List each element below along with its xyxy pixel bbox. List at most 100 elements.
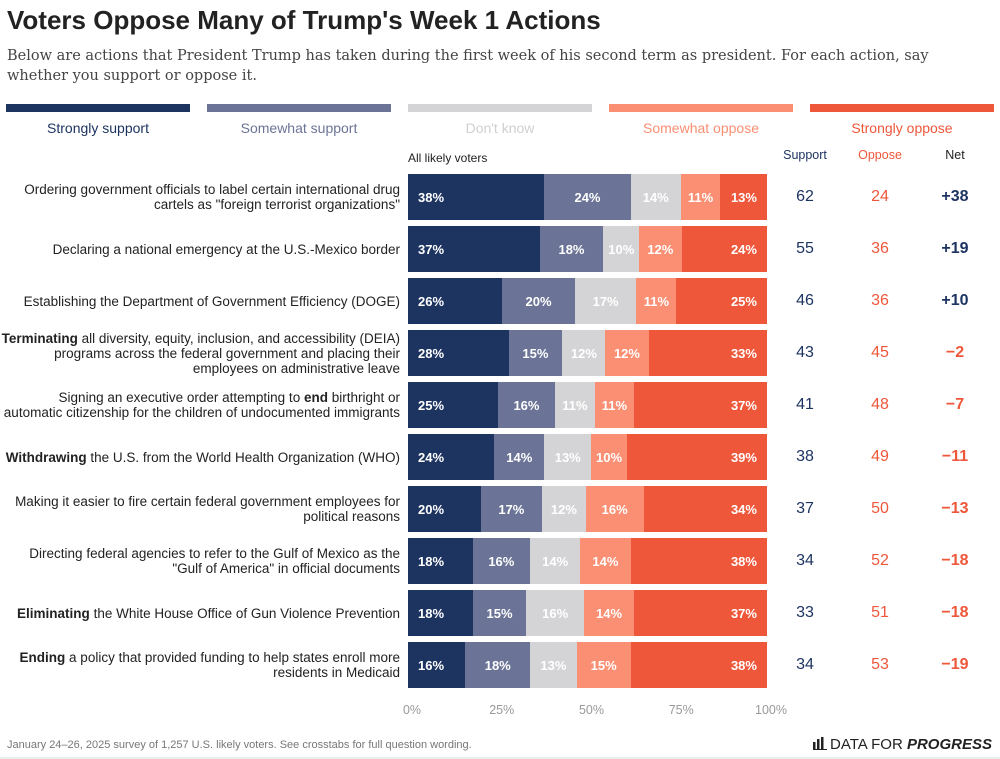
row-label-text: Directing federal agencies to refer to t… bbox=[0, 546, 400, 576]
row-label: Ending a policy that provided funding to… bbox=[0, 642, 400, 688]
row-label: Withdrawing the U.S. from the World Heal… bbox=[0, 434, 400, 480]
oppose-value: 48 bbox=[871, 396, 889, 413]
row-label-bold: Eliminating bbox=[17, 605, 90, 621]
legend-item: Strongly oppose bbox=[810, 104, 994, 136]
chart-subtitle: Below are actions that President Trump h… bbox=[7, 48, 929, 84]
support-value: 34 bbox=[796, 656, 814, 673]
bar-segment-somewhat-support: 24% bbox=[544, 174, 631, 220]
support-value: 37 bbox=[796, 500, 814, 517]
x-tick-label: 0% bbox=[402, 703, 422, 717]
net-column-header: Net bbox=[945, 148, 965, 162]
row-label-bold: end bbox=[303, 390, 328, 405]
row-label-part: Directing federal agencies to refer to t… bbox=[29, 546, 400, 576]
bar-segment-strongly-oppose: 25% bbox=[676, 278, 767, 324]
bar-segment-strongly-oppose: 24% bbox=[681, 226, 767, 272]
net-value: −13 bbox=[941, 500, 969, 517]
row-label-text: Withdrawing the U.S. from the World Heal… bbox=[6, 450, 400, 465]
oppose-value: 24 bbox=[871, 188, 889, 205]
row-label-part: the U.S. from the World Health Organizat… bbox=[86, 449, 400, 465]
legend-swatch bbox=[6, 104, 190, 112]
support-value: 34 bbox=[796, 552, 814, 569]
bar-segment-strongly-support: 20% bbox=[408, 486, 481, 532]
bar-segment-somewhat-support: 15% bbox=[508, 330, 563, 376]
logo-text-bold: PROGRESS bbox=[906, 736, 992, 753]
row-label-text: Ordering government officials to label c… bbox=[0, 182, 400, 212]
x-tick-label: 50% bbox=[578, 703, 605, 717]
bar-segment-somewhat-oppose: 11% bbox=[636, 278, 677, 324]
row-label-part: birthright or automatic citizenship for … bbox=[3, 390, 400, 420]
bar-segment-strongly-oppose: 37% bbox=[634, 590, 767, 636]
support-value: 46 bbox=[796, 292, 814, 309]
bar-segment-somewhat-oppose: 10% bbox=[591, 434, 627, 480]
bar-segment-strongly-oppose: 33% bbox=[648, 330, 767, 376]
divider bbox=[0, 757, 1000, 759]
bar-segment-strongly-support: 28% bbox=[408, 330, 509, 376]
legend-swatch bbox=[609, 104, 793, 112]
bar-segment-dont-know: 16% bbox=[526, 590, 584, 636]
bar-segment-strongly-oppose: 34% bbox=[643, 486, 767, 532]
legend-item: Somewhat oppose bbox=[609, 104, 793, 136]
bar-segment-somewhat-support: 15% bbox=[472, 590, 527, 636]
row-label-part: Making it easier to fire certain federal… bbox=[15, 494, 400, 524]
bar-segment-somewhat-support: 17% bbox=[480, 486, 543, 532]
row-label-part: Establishing the Department of Governmen… bbox=[23, 293, 400, 309]
bar-segment-somewhat-oppose: 11% bbox=[594, 382, 635, 428]
row-label-text: Establishing the Department of Governmen… bbox=[24, 294, 400, 309]
row-label-text: Ending a policy that provided funding to… bbox=[0, 650, 400, 680]
legend-swatch bbox=[207, 104, 391, 112]
bar-segment-somewhat-support: 14% bbox=[494, 434, 545, 480]
bar-segment-somewhat-support: 16% bbox=[497, 382, 556, 428]
bar-segment-somewhat-oppose: 12% bbox=[605, 330, 649, 376]
row-label: Signing an executive order attempting to… bbox=[0, 382, 400, 428]
bar-segment-strongly-oppose: 13% bbox=[720, 174, 767, 220]
bar-segment-somewhat-oppose: 14% bbox=[580, 538, 631, 584]
support-value: 43 bbox=[796, 344, 814, 361]
x-tick-label: 100% bbox=[755, 703, 787, 717]
row-label-text: Making it easier to fire certain federal… bbox=[0, 494, 400, 524]
bar-segment-strongly-support: 26% bbox=[408, 278, 503, 324]
net-value: +38 bbox=[941, 188, 969, 205]
row-label-part: all diversity, equity, inclusion, and ac… bbox=[54, 330, 400, 376]
legend-label: Don't know bbox=[465, 120, 535, 136]
bar-segment-dont-know: 11% bbox=[555, 382, 595, 428]
bar-segment-somewhat-support: 18% bbox=[465, 642, 531, 688]
bar-segment-dont-know: 14% bbox=[630, 174, 681, 220]
bar-segment-strongly-oppose: 37% bbox=[634, 382, 767, 428]
oppose-value: 53 bbox=[871, 656, 889, 673]
support-value: 55 bbox=[796, 240, 814, 257]
legend-item: Strongly support bbox=[6, 104, 190, 136]
row-label: Declaring a national emergency at the U.… bbox=[0, 226, 400, 272]
oppose-value: 51 bbox=[871, 604, 889, 621]
oppose-column-header: Oppose bbox=[858, 148, 902, 162]
net-value: +10 bbox=[941, 292, 969, 309]
net-value: −11 bbox=[941, 448, 969, 465]
subgroup-label: All likely voters bbox=[408, 151, 488, 165]
row-label-text: Eliminating the White House Office of Gu… bbox=[17, 606, 400, 621]
row-label-text: Terminating all diversity, equity, inclu… bbox=[0, 331, 400, 376]
row-label: Making it easier to fire certain federal… bbox=[0, 486, 400, 532]
bar-segment-dont-know: 17% bbox=[574, 278, 637, 324]
net-value: −19 bbox=[941, 656, 969, 673]
oppose-value: 36 bbox=[871, 240, 889, 257]
oppose-value: 52 bbox=[871, 552, 889, 569]
net-value: +19 bbox=[941, 240, 969, 257]
net-value: −18 bbox=[941, 552, 969, 569]
oppose-value: 49 bbox=[871, 448, 889, 465]
support-value: 38 bbox=[796, 448, 814, 465]
bar-segment-dont-know: 12% bbox=[542, 486, 586, 532]
bar-segment-strongly-support: 24% bbox=[408, 434, 495, 480]
oppose-value: 50 bbox=[871, 500, 889, 517]
support-value: 62 bbox=[796, 188, 814, 205]
row-label-text: Declaring a national emergency at the U.… bbox=[53, 242, 400, 257]
bar-segment-somewhat-support: 20% bbox=[502, 278, 575, 324]
oppose-value: 36 bbox=[871, 292, 889, 309]
bar-segment-strongly-support: 18% bbox=[408, 590, 473, 636]
bar-segment-somewhat-oppose: 15% bbox=[576, 642, 631, 688]
legend-item: Somewhat support bbox=[207, 104, 391, 136]
row-label: Establishing the Department of Governmen… bbox=[0, 278, 400, 324]
logo: DATA FOR PROGRESS bbox=[813, 736, 992, 754]
bar-segment-strongly-support: 25% bbox=[408, 382, 498, 428]
row-label-part: Signing an executive order attempting to bbox=[58, 390, 304, 405]
legend-swatch bbox=[408, 104, 592, 112]
